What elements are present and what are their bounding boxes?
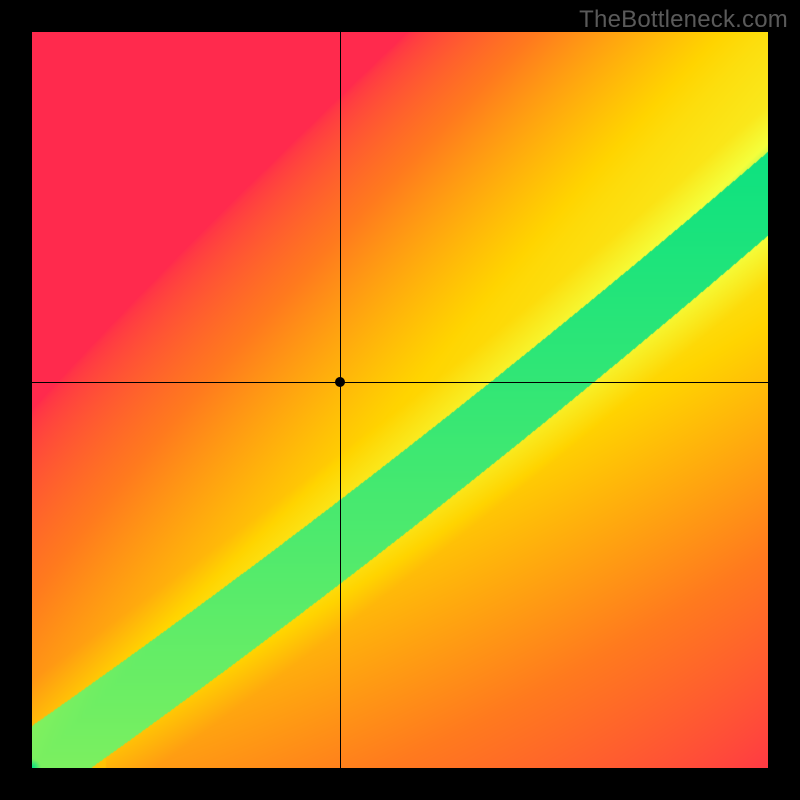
chart-frame: TheBottleneck.com xyxy=(0,0,800,800)
watermark-text: TheBottleneck.com xyxy=(579,6,788,34)
plot-area xyxy=(32,32,768,768)
heatmap-canvas xyxy=(32,32,768,768)
